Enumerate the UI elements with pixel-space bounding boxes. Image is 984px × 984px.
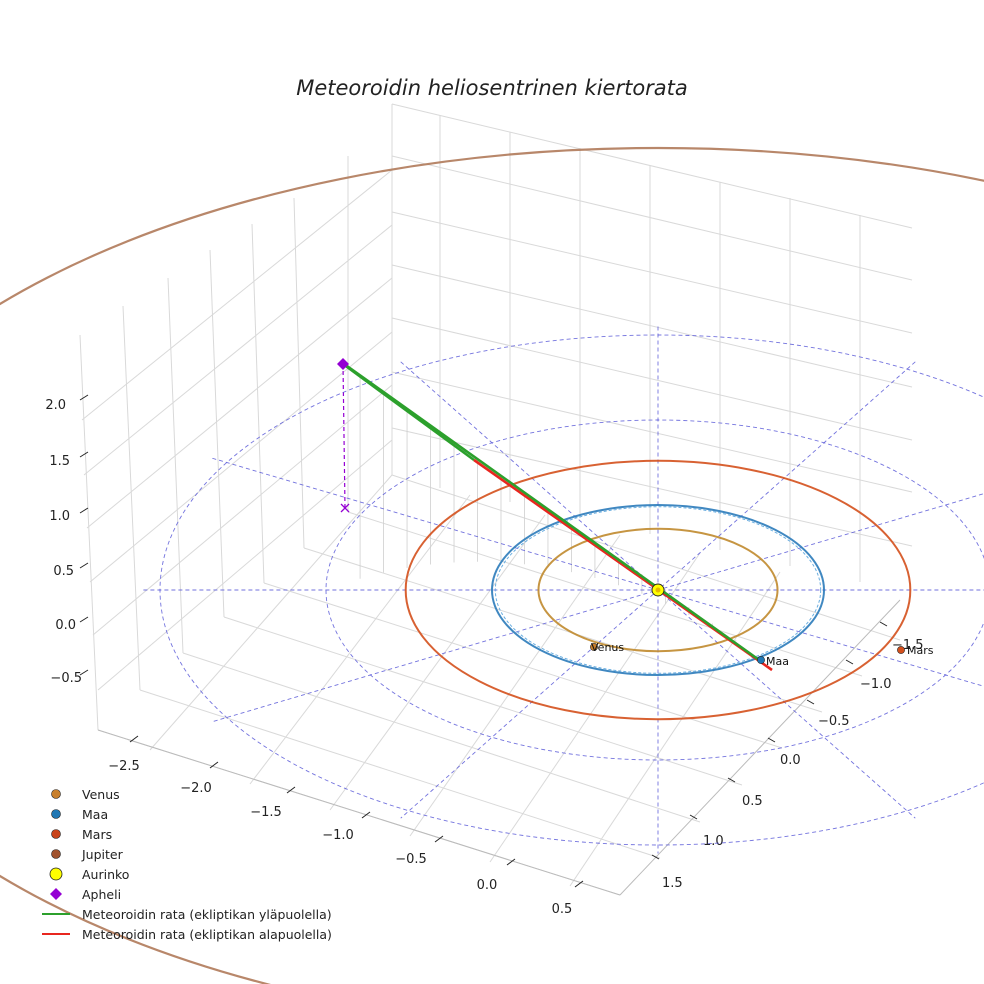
aphelion-projection-marker [340,503,350,513]
aphelion-projection-stroke [340,503,350,513]
maa-orbit [491,504,825,676]
legend-aphelion-marker [50,888,62,900]
jupiter-orbit [0,147,984,984]
z-tick-label: 2.0 [45,398,66,413]
venus-label: Venus [591,641,624,654]
legend-earth-marker [51,809,61,819]
z-tick-label: −0.5 [50,671,82,686]
legend-label: Apheli [82,887,121,902]
earth-marker [757,656,765,664]
x-tick-labels: −2.5 −2.0 −1.5 −1.0 −0.5 0.0 0.5 [108,759,572,917]
z-axis [79,394,89,676]
mars-orbit [404,459,912,721]
y-tick-label: −1.0 [860,677,892,692]
sun-core [655,587,661,593]
z-tick-label: 1.0 [49,509,70,524]
z-tick-label: 0.0 [55,618,76,633]
x-tick-label: −2.0 [180,781,212,796]
chart-title: Meteoroidin heliosentrinen kiertorata [296,76,688,100]
z-tick-label: 1.5 [49,454,70,469]
y-tick-label: 1.5 [662,876,683,891]
y-tick-labels: −1.5 −1.0 −0.5 0.0 0.5 1.0 1.5 [662,638,924,891]
body-markers [337,358,905,664]
x-tick-label: 0.0 [477,878,498,893]
x-tick-label: −1.5 [250,805,282,820]
mars-marker [897,646,905,654]
legend-label: Maa [82,807,108,822]
x-tick-label: −1.0 [322,828,354,843]
legend-mars-marker [51,829,61,839]
earth-label: Maa [766,655,789,668]
grid-panes [79,103,913,896]
legend: Venus Maa Mars Jupiter Aurinko Apheli Me… [42,787,332,942]
legend-jupiter-marker [51,849,61,859]
y-axis [651,621,888,860]
venus-orbit [537,527,779,653]
legend-label: Mars [82,827,112,842]
legend-venus-marker [51,789,61,799]
legend-label: Aurinko [82,867,129,882]
legend-sun-marker [49,867,63,881]
legend-label: Venus [82,787,120,802]
venus-marker [590,643,598,651]
aphelion-drop-line [342,363,346,509]
x-axis [129,735,584,888]
aphelion-marker [337,358,349,370]
x-tick-label: −2.5 [108,759,140,774]
mars-label: Mars [907,644,934,657]
orbit-lower-branch-above [346,364,763,664]
y-tick-label: −0.5 [818,714,850,729]
x-tick-label: 0.5 [552,902,573,917]
z-tick-label: 0.5 [53,564,74,579]
z-tick-labels: 2.0 1.5 1.0 0.5 0.0 −0.5 [45,398,82,686]
legend-label: Jupiter [81,847,124,862]
meteoroid-orbit [342,362,773,672]
legend-label: Meteoroidin rata (ekliptikan yläpuolella… [82,907,332,922]
y-tick-label: 1.0 [703,834,724,849]
reference-circles [143,326,984,854]
legend-label: Meteoroidin rata (ekliptikan alapuolella… [82,927,332,942]
planet-orbits [0,147,984,984]
earth-orbit-trace [494,506,822,674]
x-tick-label: −0.5 [395,852,427,867]
y-tick-label: 0.0 [780,753,801,768]
y-tick-label: 0.5 [742,794,763,809]
